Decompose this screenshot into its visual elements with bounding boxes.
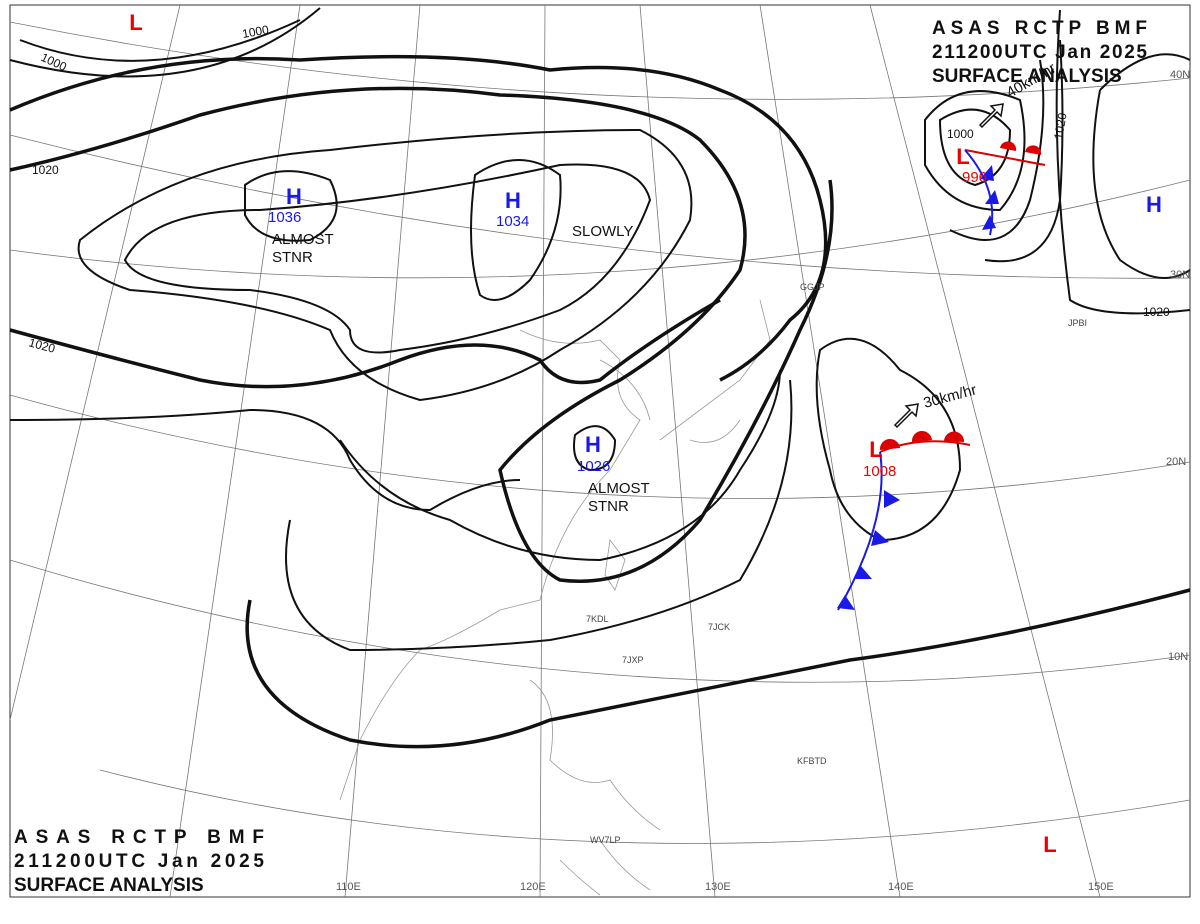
pressure-note: SLOWLY <box>572 223 633 240</box>
pressure-symbol: L <box>1043 832 1056 857</box>
longitude-labels: 110E 120E 130E 140E 150E <box>336 881 1114 893</box>
station-ids: GGJP JPBI KFBTD 7JCK 7JXP 7KDL WV7LP <box>586 282 1087 845</box>
pressure-symbol: H <box>1146 192 1162 217</box>
station-id: JPBI <box>1068 318 1087 328</box>
coastline <box>339 299 771 896</box>
pressure-note: ALMOST <box>272 231 334 248</box>
longitude-label: 150E <box>1088 881 1114 893</box>
isobar-label: 1000 <box>947 127 974 141</box>
header-line: SURFACE ANALYSIS <box>932 66 1122 87</box>
latitude-label: 20N <box>1166 456 1186 468</box>
longitude-label: 110E <box>336 881 361 893</box>
fronts <box>837 103 1046 611</box>
pressure-note: STNR <box>588 498 629 515</box>
pressure-symbol: H <box>585 432 601 457</box>
pressure-symbol: H <box>505 188 521 213</box>
pressure-symbol: L <box>869 437 882 462</box>
longitude-label: 120E <box>520 881 546 893</box>
isobar-label: 1020 <box>1143 305 1170 319</box>
isobar-label: 1020 <box>1051 111 1069 140</box>
pressure-value: 996 <box>962 169 987 186</box>
longitude-label: 140E <box>888 881 914 893</box>
isobar-label: 1000 <box>241 22 270 40</box>
station-id: WV7LP <box>590 835 621 845</box>
isobar-label: 1020 <box>32 163 59 177</box>
pressure-note: ALMOST <box>588 480 650 497</box>
isobars <box>9 7 1191 749</box>
latitude-label: 40N <box>1170 69 1190 81</box>
pressure-note: STNR <box>272 249 313 266</box>
latitude-label: 30N <box>1170 269 1190 281</box>
header-line: 211200UTC Jan 2025 <box>932 42 1147 63</box>
footer-line: SURFACE ANALYSIS <box>14 875 204 896</box>
pressure-value: 1008 <box>863 463 896 480</box>
isobar-label: 1020 <box>27 335 57 356</box>
station-id: 7JCK <box>708 622 730 632</box>
footer-line: 211200UTC Jan 2025 <box>14 851 264 872</box>
station-id: 7JXP <box>622 655 644 665</box>
station-id: GGJP <box>800 282 825 292</box>
station-id: KFBTD <box>797 756 827 766</box>
station-id: 7KDL <box>586 614 609 624</box>
longitude-label: 130E <box>705 881 731 893</box>
map-frame <box>9 4 1191 898</box>
latitude-labels: 40N 30N 20N 10N <box>1166 69 1190 663</box>
graticule <box>9 4 1191 898</box>
pressure-symbol: H <box>286 184 302 209</box>
pressure-symbol: L <box>956 144 969 169</box>
latitude-label: 10N <box>1168 651 1188 663</box>
pressure-symbol: L <box>129 10 142 35</box>
pressure-value: 1026 <box>577 458 610 475</box>
pressure-value: 1034 <box>496 213 529 230</box>
pressure-value: 1036 <box>268 209 301 226</box>
